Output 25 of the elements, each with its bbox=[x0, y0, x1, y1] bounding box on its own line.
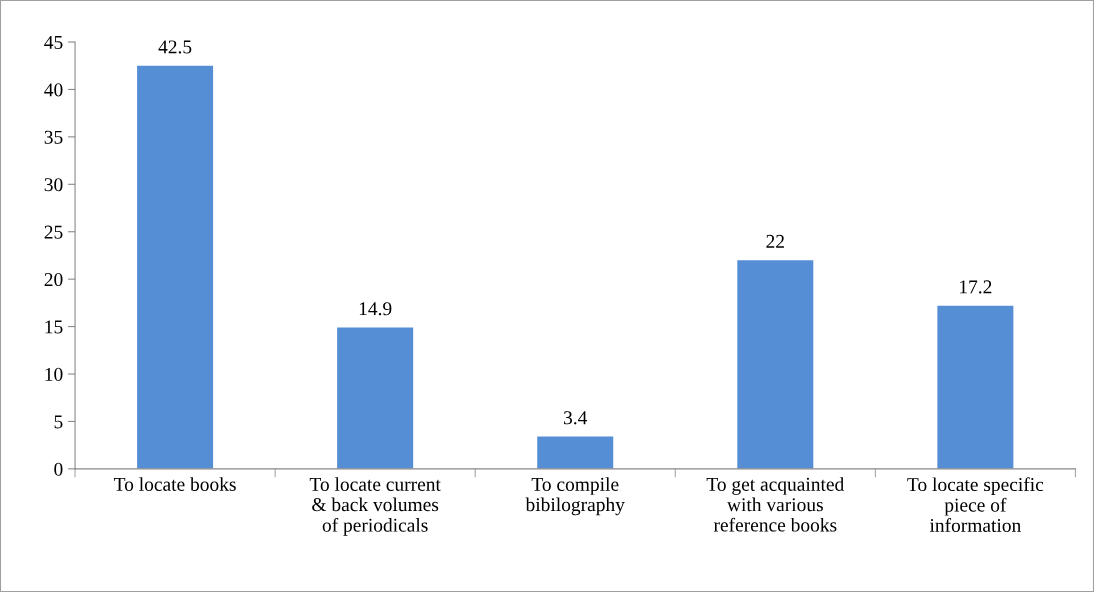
bar bbox=[937, 305, 1014, 469]
x-tick-label: To compile bibilography bbox=[525, 477, 625, 516]
data-label: 17.2 bbox=[960, 280, 992, 294]
x-tick-label: To locate current & back volumes of periodicals bbox=[309, 477, 441, 536]
y-tick-label: 0 bbox=[54, 462, 63, 476]
y-tick-label: 35 bbox=[44, 130, 63, 144]
data-label: 42.5 bbox=[158, 40, 192, 54]
bar bbox=[737, 260, 814, 469]
x-tick-label: To get acquainted with various reference books bbox=[706, 477, 845, 532]
y-tick-label: 25 bbox=[44, 225, 63, 239]
y-tick-label: 30 bbox=[44, 178, 63, 192]
bar bbox=[137, 65, 214, 469]
bar bbox=[337, 327, 414, 469]
data-label: 3.4 bbox=[564, 411, 588, 425]
y-tick-label: 45 bbox=[44, 35, 63, 49]
y-tick-label: 5 bbox=[54, 415, 63, 429]
y-tick-label: 15 bbox=[45, 320, 63, 334]
y-tick-label: 20 bbox=[44, 272, 63, 287]
y-tick-label: 10 bbox=[45, 367, 63, 381]
data-label: 22 bbox=[766, 234, 784, 248]
y-tick-label: 40 bbox=[44, 83, 63, 97]
bar bbox=[537, 436, 614, 469]
x-tick-label: To locate books bbox=[114, 477, 236, 491]
x-tick-label: To locate specific piece of information bbox=[907, 477, 1044, 532]
data-label: 14.9 bbox=[359, 302, 392, 316]
